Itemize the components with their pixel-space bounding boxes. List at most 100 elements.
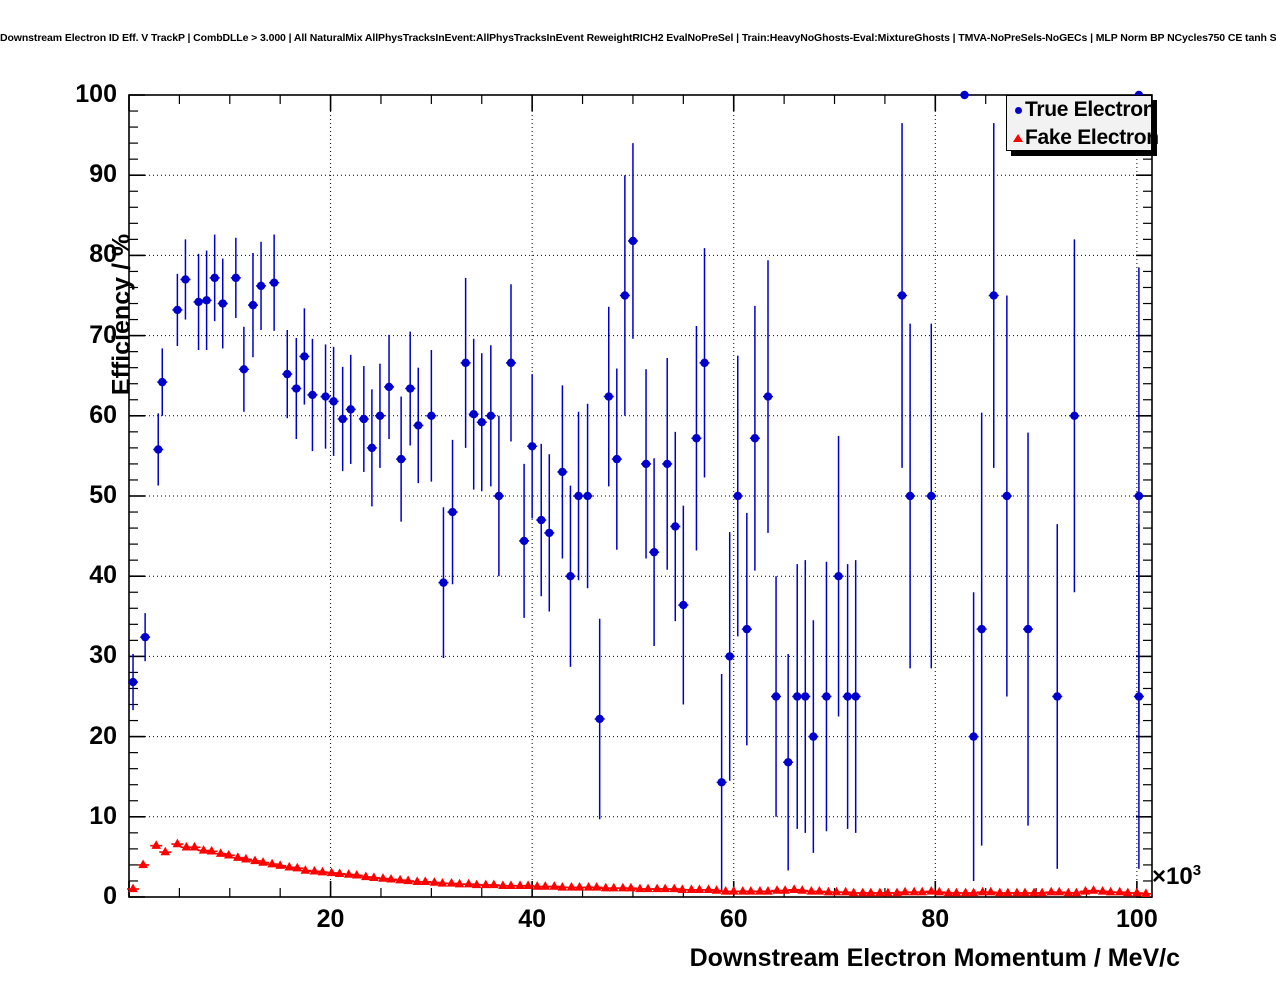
data-point-fake-electron [1080,885,1091,895]
data-point-true-electron [717,778,726,787]
data-point-true-electron [977,624,986,634]
data-point-fake-electron [258,857,268,866]
data-point-true-electron [822,692,831,701]
data-point-true-electron [154,445,163,454]
data-point-true-electron [414,421,423,430]
data-point-true-electron [641,459,651,469]
data-point-fake-electron [943,887,954,897]
x-axis-title: Downstream Electron Momentum / MeV/c [689,944,1180,972]
data-point-fake-electron [900,886,910,896]
data-point-true-electron [612,454,622,464]
data-point-true-electron [566,572,575,581]
data-point-true-electron [897,291,907,300]
data-point-fake-electron [652,883,662,893]
data-point-true-electron [905,491,915,501]
data-point-fake-electron [1029,887,1039,897]
data-point-fake-electron [968,887,979,897]
x-axis-tick-label: 20 [316,905,345,933]
x-axis-tick-label: 80 [921,905,950,933]
data-point-fake-electron [566,881,577,891]
data-point-fake-electron [960,887,971,897]
data-point-true-electron [210,273,219,283]
data-point-fake-electron [1046,886,1057,896]
data-point-fake-electron [463,878,474,888]
data-point-true-electron [742,624,752,634]
data-point-fake-electron [995,887,1005,897]
data-point-true-electron [346,405,355,414]
blue-circle-icon [1011,101,1025,119]
data-point-fake-electron [557,881,568,891]
data-point-true-electron [960,90,969,100]
data-point-fake-electron [985,886,996,896]
data-point-true-electron [595,714,604,724]
data-point-fake-electron [806,885,817,895]
x-axis-exponent: ×103 [1152,862,1201,891]
data-point-true-electron [692,434,701,443]
y-axis-tick-label: 50 [89,481,117,509]
data-point-fake-electron [1105,886,1116,896]
data-point-fake-electron [848,887,859,897]
data-point-true-electron [405,384,415,393]
y-axis-tick-label: 70 [89,320,117,349]
data-point-true-electron [173,305,182,315]
data-point-true-electron [801,692,810,701]
data-point-true-electron [558,467,567,477]
data-point-true-electron [486,411,496,420]
data-point-true-electron [834,572,843,581]
data-point-fake-electron [523,880,533,889]
data-point-fake-electron [840,886,851,896]
data-point-fake-electron [703,884,714,893]
data-point-true-electron [628,236,638,246]
data-point-fake-electron [780,885,790,894]
data-point-fake-electron [977,886,988,896]
data-point-true-electron [1002,491,1012,501]
data-point-fake-electron [951,887,962,897]
data-point-fake-electron [403,875,413,885]
data-point-true-electron [519,536,529,546]
data-point-fake-electron [608,882,619,892]
data-point-true-electron [427,411,436,420]
data-point-true-electron [1053,692,1062,701]
x-axis-tick-label: 60 [719,905,748,933]
data-point-fake-electron [797,885,808,894]
data-point-fake-electron [686,884,697,893]
x-exponent-base: ×10 [1152,863,1193,890]
data-point-fake-electron [498,880,508,889]
y-axis-tick-label: 60 [89,400,117,429]
data-point-fake-electron [480,879,491,889]
data-point-fake-electron [172,838,183,848]
data-point-fake-electron [574,881,585,891]
data-point-fake-electron [532,881,542,890]
data-point-fake-electron [909,886,919,896]
data-point-fake-electron [720,885,731,895]
data-point-fake-electron [875,887,885,897]
data-point-true-electron [469,409,478,419]
data-point-fake-electron [369,872,379,881]
data-point-true-electron [396,454,406,464]
data-point-true-electron [494,491,504,501]
data-point-true-electron [809,732,818,741]
y-axis-tick-label: 0 [103,882,117,910]
data-point-true-electron [620,291,630,300]
data-point-fake-electron [1088,885,1099,894]
data-point-fake-electron [583,881,594,891]
data-point-fake-electron [669,883,680,893]
data-point-true-electron [793,692,802,701]
y-axis-tick-label: 90 [89,160,117,189]
data-point-true-electron [300,352,309,361]
data-point-fake-electron [823,886,834,896]
data-point-fake-electron [1123,887,1133,897]
data-point-fake-electron [1141,888,1151,897]
data-point-true-electron [1070,411,1079,420]
data-point-fake-electron [591,881,602,891]
data-point-fake-electron [1003,887,1013,897]
data-point-fake-electron [1037,887,1047,897]
y-axis-tick-label: 30 [89,641,117,670]
data-point-true-electron [308,390,317,400]
data-point-fake-electron [471,879,482,889]
data-point-fake-electron [241,853,251,863]
data-point-fake-electron [711,885,722,894]
data-point-true-electron [750,434,760,443]
legend-entry-true-electron: True Electron [1007,96,1156,124]
